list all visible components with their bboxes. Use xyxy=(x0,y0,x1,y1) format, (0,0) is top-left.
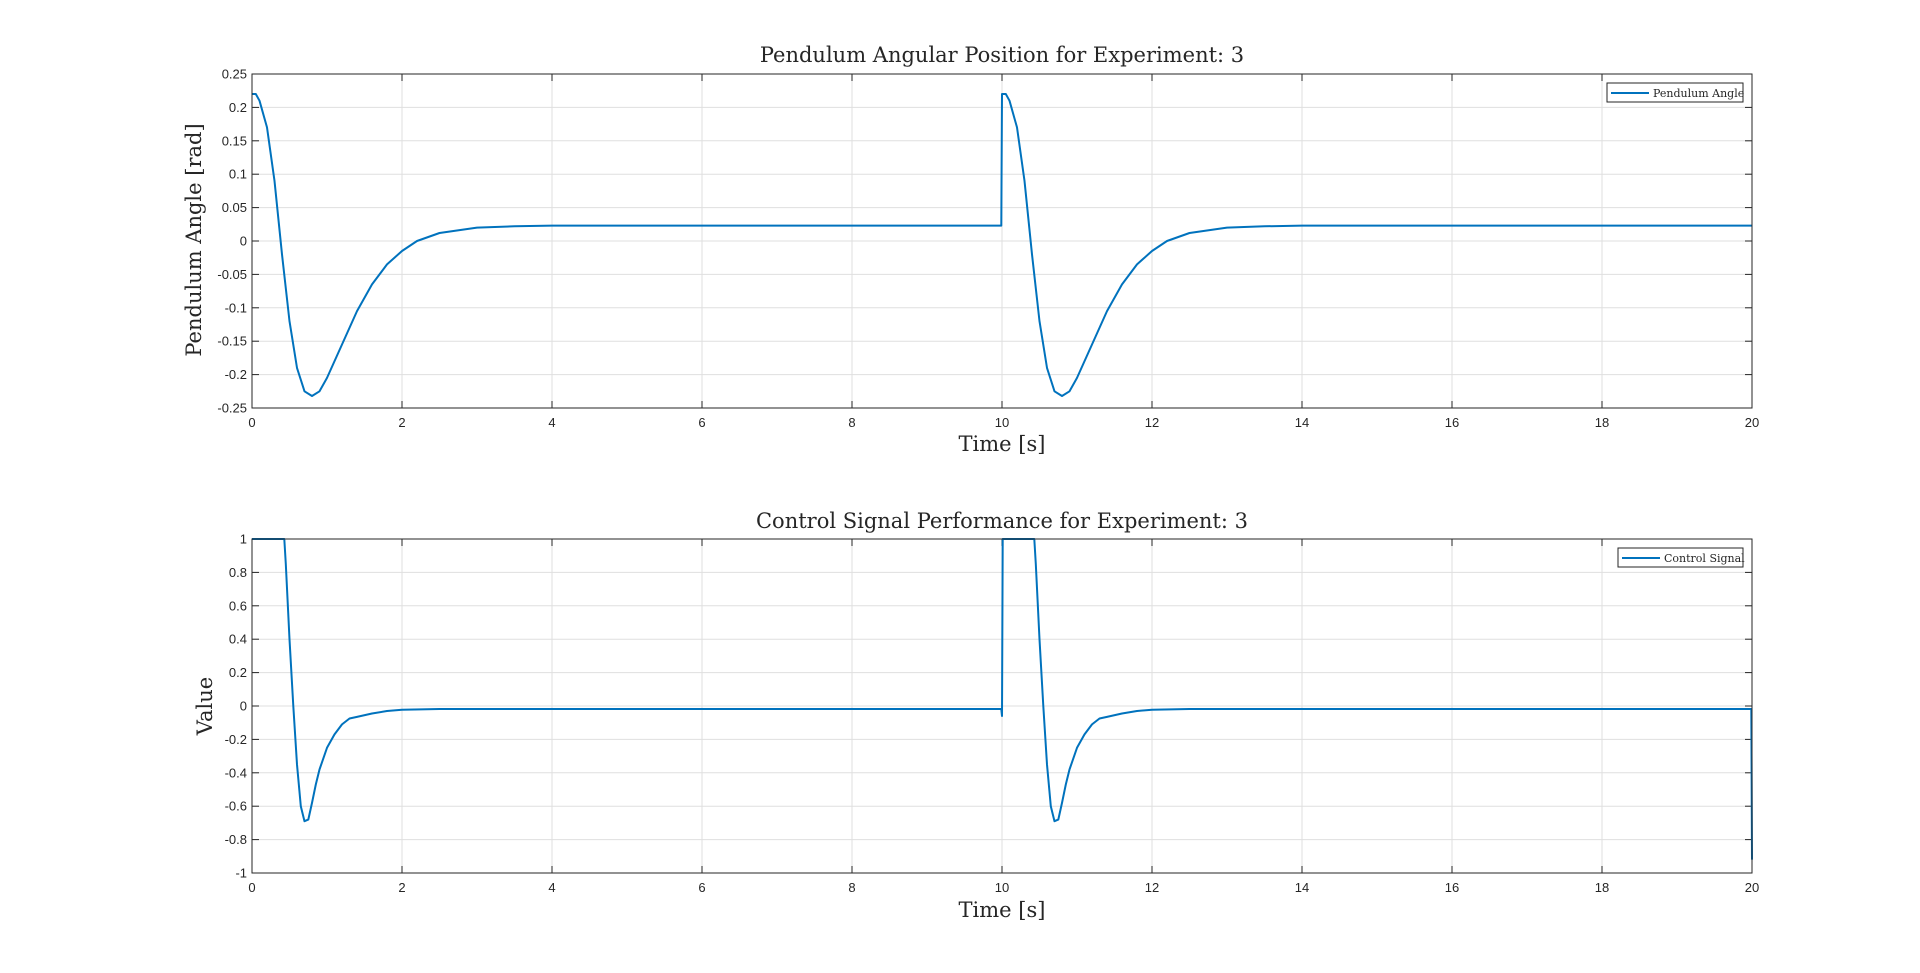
y-tick-label: 0.15 xyxy=(222,133,247,148)
plot-title: Control Signal Performance for Experimen… xyxy=(756,509,1248,533)
series-line xyxy=(252,93,1752,397)
x-tick-label: 18 xyxy=(1595,415,1609,430)
y-tick-label: 0.05 xyxy=(222,200,247,215)
x-tick-label: 20 xyxy=(1745,880,1759,895)
axes-box xyxy=(251,73,1753,409)
y-tick-label: 0.6 xyxy=(229,598,247,613)
y-tick-label: -1 xyxy=(235,866,247,881)
x-tick-label: 16 xyxy=(1445,415,1459,430)
y-tick-label: 0.2 xyxy=(229,665,247,680)
y-tick-label: -0.2 xyxy=(225,367,247,382)
x-tick-label: 12 xyxy=(1145,415,1159,430)
y-tick-label: 0.25 xyxy=(222,67,247,82)
control-signal-plot: Control Signal Performance for Experimen… xyxy=(193,509,1759,922)
x-tick-label: 8 xyxy=(848,880,855,895)
y-tick-label: 0.4 xyxy=(229,632,247,647)
x-tick-label: 4 xyxy=(548,415,555,430)
axes-box xyxy=(251,538,1753,874)
x-tick-label: 18 xyxy=(1595,880,1609,895)
x-tick-label: 0 xyxy=(248,415,255,430)
ticks: 0 2 4 6 8 10 12 14 16 18 20 -0.25 -0.2 -0.15 -0.1 -0.05… xyxy=(217,67,1759,431)
x-tick-label: 14 xyxy=(1295,415,1309,430)
y-tick-label: -0.1 xyxy=(225,300,247,315)
x-tick-label: 14 xyxy=(1295,880,1309,895)
x-tick-label: 8 xyxy=(848,415,855,430)
legend: Control Signal xyxy=(1617,547,1745,568)
y-tick-label: 0.8 xyxy=(229,565,247,580)
plot-title: Pendulum Angular Position for Experiment… xyxy=(760,43,1244,67)
y-tick-label: 0 xyxy=(240,699,247,714)
x-tick-label: 10 xyxy=(995,415,1009,430)
y-tick-label: 0 xyxy=(240,234,247,249)
y-axis-label: Value xyxy=(193,677,217,736)
x-tick-label: 10 xyxy=(995,880,1009,895)
y-tick-label: -0.4 xyxy=(225,765,247,780)
y-tick-label: -0.6 xyxy=(225,799,247,814)
x-tick-label: 2 xyxy=(398,880,405,895)
pendulum-angle-plot: Pendulum Angular Position for Experiment… xyxy=(182,43,1759,456)
x-tick-label: 0 xyxy=(248,880,255,895)
legend-label: Pendulum Angle xyxy=(1653,87,1744,100)
y-tick-label: 1 xyxy=(240,532,247,547)
y-axis-label: Pendulum Angle [rad] xyxy=(182,123,206,356)
y-tick-label: -0.15 xyxy=(217,334,247,349)
ticks: 0 2 4 6 8 10 12 14 16 18 20 -1 -0.8 -0.6 -0.4 -0.2 0 0.2 0… xyxy=(225,532,1760,896)
y-tick-label: -0.8 xyxy=(225,832,247,847)
x-tick-label: 12 xyxy=(1145,880,1159,895)
legend-box xyxy=(1617,547,1744,568)
series-layer xyxy=(252,93,1752,397)
x-tick-label: 6 xyxy=(698,880,705,895)
legend: Pendulum Angle xyxy=(1606,82,1744,103)
x-axis-label: Time [s] xyxy=(959,898,1046,922)
x-tick-label: 4 xyxy=(548,880,555,895)
legend-box xyxy=(1606,82,1744,103)
y-tick-label: -0.2 xyxy=(225,732,247,747)
y-tick-label: -0.25 xyxy=(217,401,247,416)
x-axis-label: Time [s] xyxy=(959,432,1046,456)
y-tick-label: 0.1 xyxy=(229,167,247,182)
x-tick-label: 20 xyxy=(1745,415,1759,430)
x-tick-label: 2 xyxy=(398,415,405,430)
y-tick-label: -0.05 xyxy=(217,267,247,282)
y-tick-label: 0.2 xyxy=(229,100,247,115)
x-tick-label: 6 xyxy=(698,415,705,430)
x-tick-label: 16 xyxy=(1445,880,1459,895)
legend-label: Control Signal xyxy=(1664,552,1745,565)
